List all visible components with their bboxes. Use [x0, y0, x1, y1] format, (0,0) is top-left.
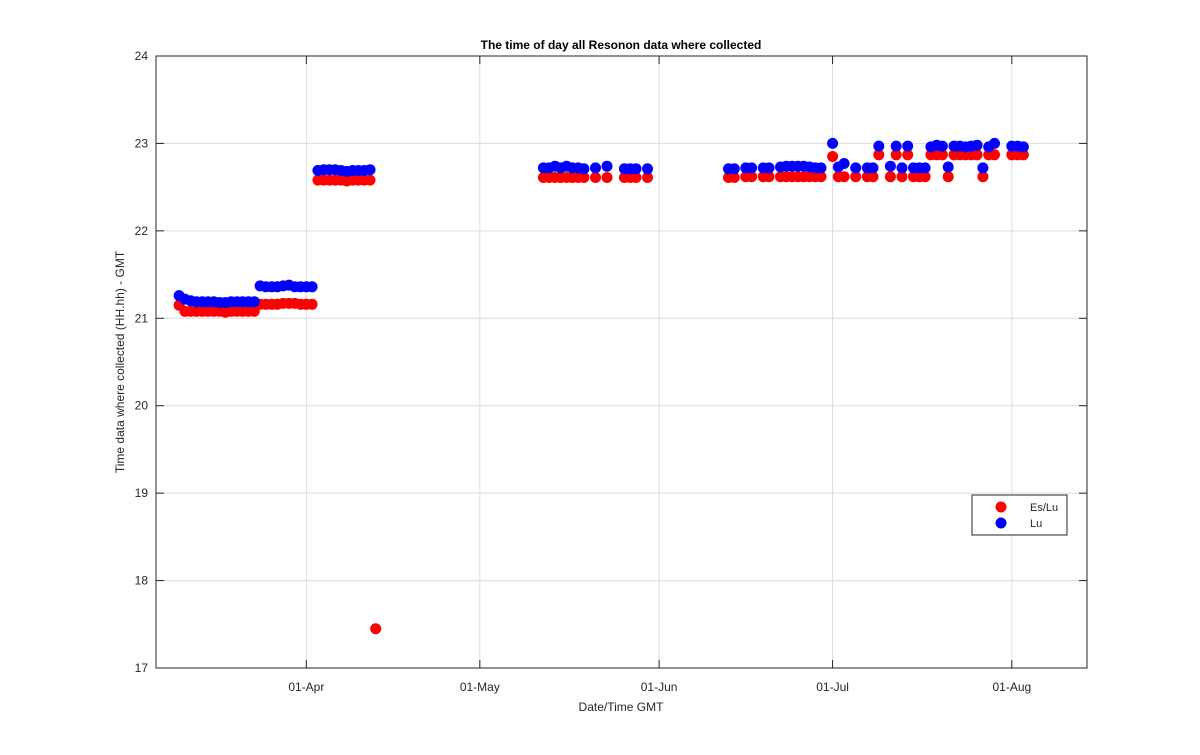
- data-point: [989, 137, 1000, 149]
- y-tick-label: 20: [135, 399, 149, 413]
- series-es-lu: [173, 149, 1029, 635]
- data-point: [578, 163, 590, 175]
- data-point: [989, 149, 1000, 161]
- legend-box: [971, 494, 1068, 536]
- data-point: [827, 137, 839, 149]
- series-lu: [173, 137, 1029, 308]
- y-tick-label: 21: [135, 311, 149, 325]
- data-point: [306, 281, 318, 293]
- data-points: [173, 137, 1029, 635]
- data-point: [919, 171, 931, 183]
- data-point: [728, 163, 740, 175]
- data-point: [977, 171, 989, 183]
- data-point: [364, 174, 376, 186]
- y-axis-label: Time data where collected (HH.hh) - GMT: [113, 250, 127, 473]
- y-tick-label: 19: [135, 486, 149, 500]
- x-tick-label: 01-Aug: [992, 680, 1031, 694]
- data-point: [890, 140, 902, 152]
- data-point: [850, 171, 862, 183]
- x-tick-label: 01-Jun: [641, 680, 678, 694]
- data-point: [884, 171, 896, 183]
- data-point: [364, 164, 376, 176]
- x-tick-label: 01-May: [460, 680, 500, 694]
- axis-ticks: [156, 55, 1087, 669]
- data-point: [815, 162, 827, 174]
- legend: Es/Lu Lu: [971, 494, 1068, 536]
- data-point: [890, 149, 902, 161]
- data-point: [838, 158, 850, 169]
- data-point: [977, 162, 989, 174]
- y-tick-label: 23: [135, 136, 149, 150]
- data-point: [630, 163, 642, 175]
- data-point: [873, 149, 885, 161]
- legend-label-lu: Lu: [1030, 518, 1042, 530]
- data-point: [873, 140, 885, 152]
- x-tick-label: 01-Apr: [288, 680, 324, 694]
- data-point: [884, 160, 896, 172]
- data-point: [815, 171, 827, 183]
- data-point: [590, 162, 601, 174]
- tick-labels: 01-Apr 01-May 01-Jun 01-Jul 01-Aug 17 18 19 20 21…: [135, 49, 1032, 694]
- data-point: [590, 172, 601, 183]
- data-point: [763, 162, 775, 174]
- data-point: [896, 162, 908, 174]
- data-point: [902, 140, 914, 152]
- data-point: [1017, 141, 1029, 153]
- data-point: [867, 171, 879, 183]
- data-point: [942, 161, 954, 173]
- data-point: [642, 163, 653, 175]
- data-point: [902, 149, 914, 161]
- data-point: [936, 149, 948, 161]
- y-tick-label: 18: [135, 574, 149, 588]
- data-point: [942, 171, 954, 183]
- data-point: [728, 172, 740, 183]
- data-point: [936, 140, 948, 152]
- data-point: [896, 171, 908, 183]
- data-point: [838, 171, 850, 183]
- data-point: [601, 160, 613, 172]
- data-point: [642, 172, 653, 183]
- data-point: [827, 151, 839, 162]
- x-axis-label: Date/Time GMT: [579, 700, 665, 714]
- data-point: [850, 162, 862, 174]
- data-point: [919, 162, 931, 174]
- y-tick-label: 22: [135, 224, 149, 238]
- data-point: [306, 298, 318, 310]
- data-point: [370, 623, 382, 635]
- data-point: [248, 296, 260, 308]
- data-point: [578, 172, 590, 183]
- legend-label-es-lu: Es/Lu: [1030, 502, 1058, 514]
- axes-frame: [155, 55, 1088, 669]
- data-point: [1017, 149, 1029, 161]
- data-point: [763, 171, 775, 183]
- data-point: [630, 172, 642, 183]
- data-point: [867, 162, 879, 174]
- legend-marker-es-lu: [995, 501, 1007, 513]
- data-point: [971, 139, 983, 151]
- data-point: [746, 171, 758, 183]
- y-tick-label: 24: [135, 49, 149, 63]
- chart-title: The time of day all Resonon data where c…: [481, 38, 762, 52]
- x-tick-label: 01-Jul: [816, 680, 849, 694]
- legend-marker-lu: [995, 517, 1007, 529]
- data-point: [746, 162, 758, 174]
- data-point: [601, 172, 613, 183]
- y-tick-label: 17: [135, 661, 149, 675]
- data-point: [971, 149, 983, 161]
